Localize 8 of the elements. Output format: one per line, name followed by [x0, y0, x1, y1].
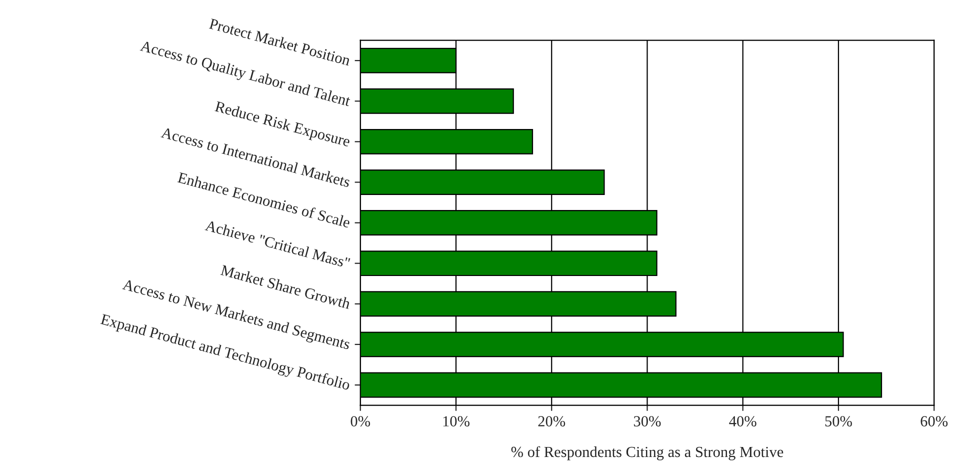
x-tick-label: 40%: [729, 416, 756, 426]
x-tick-label: 30%: [634, 416, 661, 426]
x-tick-label: 60%: [920, 416, 948, 426]
x-tick-label: 50%: [825, 416, 852, 426]
x-tick-label: 10%: [443, 416, 470, 426]
x-tick-label: 0%: [350, 416, 370, 426]
x-tick-label: 20%: [538, 416, 566, 426]
x-axis-title: % of Respondents Citing as a Strong Motive: [511, 446, 784, 460]
